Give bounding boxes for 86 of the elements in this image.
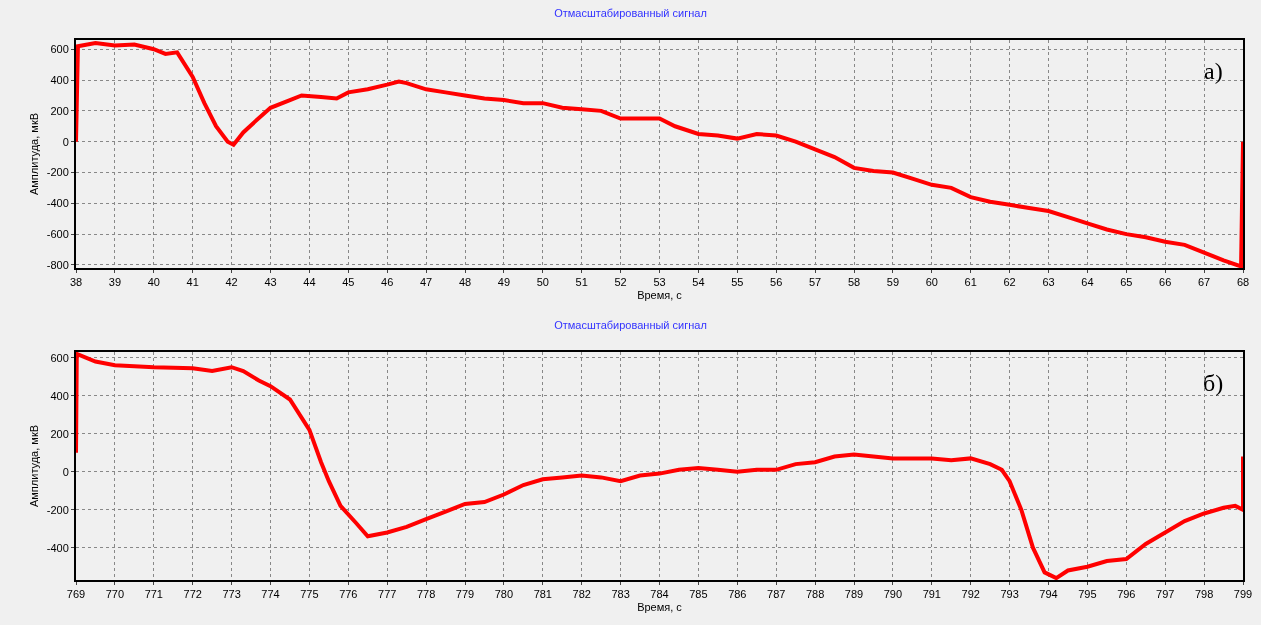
x-tick-label: 67 — [1197, 276, 1211, 289]
x-tick-label: 63 — [1042, 276, 1055, 289]
y-tick-label: 600 — [50, 351, 69, 364]
x-tick-label: 61 — [964, 276, 977, 289]
x-tick-label: 41 — [186, 276, 199, 289]
x-tick-label: 775 — [300, 588, 319, 601]
annotation: а) — [1204, 58, 1223, 84]
x-tick-label: 51 — [575, 276, 588, 289]
x-tick-label: 52 — [614, 276, 627, 289]
x-tick-label: 54 — [692, 276, 705, 289]
x-tick-label: 39 — [108, 276, 122, 289]
x-tick-label: 771 — [144, 588, 163, 601]
y-axis-title: Амплитуда, мкВ — [27, 424, 40, 508]
x-axis-title: Время, с — [637, 600, 683, 613]
x-tick-label: 777 — [378, 588, 397, 601]
x-tick-label: 786 — [728, 588, 747, 601]
x-tick-label: 772 — [183, 588, 202, 601]
x-tick-label: 790 — [883, 588, 903, 601]
x-tick-label: 43 — [264, 276, 277, 289]
x-tick-label: 46 — [381, 276, 394, 289]
x-tick-label: 40 — [147, 276, 160, 289]
y-tick-label: 200 — [50, 104, 69, 117]
x-tick-label: 793 — [1000, 588, 1019, 601]
x-tick-label: 47 — [419, 276, 433, 289]
x-tick-label: 50 — [536, 276, 549, 289]
y-tick-label: 200 — [50, 427, 69, 440]
x-tick-label: 57 — [808, 276, 822, 289]
y-tick-label: -200 — [46, 503, 69, 516]
x-tick-label: 795 — [1078, 588, 1097, 601]
y-tick-label: 400 — [50, 73, 69, 86]
y-tick-label: -400 — [46, 197, 69, 210]
x-tick-label: 788 — [805, 588, 825, 601]
x-tick-label: 42 — [225, 276, 238, 289]
y-tick-label: 600 — [50, 43, 69, 56]
chart-title: Отмасштабированный сигнал — [554, 319, 707, 332]
x-tick-label: 66 — [1159, 276, 1172, 289]
chart-title: Отмасштабированный сигнал — [554, 7, 707, 20]
x-tick-label: 48 — [458, 276, 472, 289]
x-tick-label: 44 — [303, 276, 316, 289]
x-tick-label: 770 — [105, 588, 125, 601]
x-tick-label: 60 — [925, 276, 938, 289]
line-series — [76, 352, 1243, 580]
x-tick-label: 797 — [1156, 588, 1175, 601]
x-tick-label: 798 — [1194, 588, 1214, 601]
x-tick-label: 780 — [494, 588, 514, 601]
x-tick-label: 49 — [497, 276, 511, 289]
x-tick-label: 769 — [66, 588, 86, 601]
x-tick-label: 787 — [767, 588, 786, 601]
y-tick-label: -800 — [46, 258, 69, 271]
x-tick-label: 799 — [1233, 588, 1253, 601]
x-tick-label: 45 — [342, 276, 355, 289]
x-tick-label: 38 — [69, 276, 83, 289]
x-tick-label: 773 — [222, 588, 241, 601]
x-tick-label: 55 — [731, 276, 744, 289]
y-axis-title: Амплитуда, мкВ — [27, 112, 40, 196]
y-tick-label: 0 — [62, 135, 69, 148]
x-tick-label: 781 — [533, 588, 552, 601]
x-tick-label: 796 — [1117, 588, 1136, 601]
x-tick-label: 58 — [847, 276, 861, 289]
y-tick-label: -200 — [46, 166, 69, 179]
y-tick-label: -400 — [46, 541, 69, 554]
x-tick-label: 53 — [653, 276, 666, 289]
x-tick-label: 784 — [650, 588, 669, 601]
x-tick-label: 783 — [611, 588, 630, 601]
line-series — [76, 41, 1243, 268]
x-tick-label: 792 — [961, 588, 980, 601]
x-tick-label: 65 — [1120, 276, 1133, 289]
x-axis-title: Время, с — [637, 288, 683, 301]
y-tick-label: 0 — [62, 465, 69, 478]
x-tick-label: 59 — [886, 276, 900, 289]
x-tick-label: 64 — [1081, 276, 1094, 289]
y-tick-label: -600 — [46, 227, 69, 240]
x-tick-label: 794 — [1039, 588, 1058, 601]
x-tick-label: 785 — [689, 588, 708, 601]
x-tick-label: 782 — [572, 588, 591, 601]
x-tick-label: 789 — [844, 588, 864, 601]
x-tick-label: 62 — [1003, 276, 1016, 289]
x-tick-label: 779 — [455, 588, 475, 601]
x-tick-label: 791 — [922, 588, 941, 601]
y-tick-label: 400 — [50, 389, 69, 402]
x-tick-label: 778 — [416, 588, 436, 601]
x-tick-label: 774 — [261, 588, 280, 601]
x-tick-label: 56 — [770, 276, 783, 289]
annotation: б) — [1203, 370, 1224, 396]
x-tick-label: 68 — [1236, 276, 1250, 289]
x-tick-label: 776 — [339, 588, 358, 601]
